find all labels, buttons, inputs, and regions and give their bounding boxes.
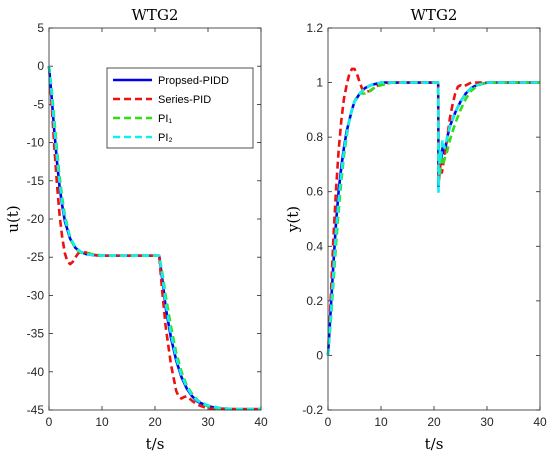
left-ytick-label: -5 bbox=[33, 97, 44, 111]
left-ytick-label: -35 bbox=[27, 327, 45, 341]
left-series-4-line bbox=[47, 66, 261, 411]
right-ytick-label: 1.2 bbox=[306, 21, 323, 35]
right-plot-frame bbox=[327, 27, 541, 411]
right-ytick-label: 0 bbox=[316, 348, 323, 362]
left-xtick-label: 30 bbox=[201, 415, 215, 429]
right-ytick-label: 0.4 bbox=[306, 239, 323, 253]
left-ytick-label: -15 bbox=[27, 174, 45, 188]
right-ytick-label: -0.2 bbox=[302, 403, 323, 417]
right-ytick-label: 1 bbox=[316, 76, 323, 90]
legend-box bbox=[106, 67, 254, 149]
right-plot-ylabel: y(t) bbox=[284, 206, 302, 233]
left-plot-series bbox=[47, 66, 261, 411]
left-xtick-label: 10 bbox=[95, 415, 109, 429]
left-xtick-label: 20 bbox=[148, 415, 162, 429]
left-plot-u: WTG2 0 10 20 30 4050-5-10-15-20-25-30-35-40-… bbox=[4, 6, 268, 453]
right-ytick-label: 0.6 bbox=[306, 185, 323, 199]
left-xtick-label: 0 bbox=[46, 415, 53, 429]
right-ytick-label: 0.2 bbox=[306, 294, 323, 308]
left-series-2-line bbox=[47, 66, 261, 411]
left-plot-ylabel: u(t) bbox=[4, 205, 22, 232]
legend-label-1: Propsed-PIDD bbox=[158, 75, 229, 87]
left-xtick-label: 40 bbox=[254, 415, 268, 429]
legend-label-4: PI₂ bbox=[158, 132, 173, 144]
left-plot-frame bbox=[48, 27, 262, 411]
legend-label-2: Series-PID bbox=[158, 94, 211, 106]
left-ytick-label: -30 bbox=[27, 288, 45, 302]
right-plot-series bbox=[326, 67, 540, 356]
right-plot-ticks: 0 10 20 30 401.210.80.60.40.20-0.2 bbox=[302, 21, 547, 429]
right-xtick-label: 10 bbox=[374, 415, 388, 429]
left-ytick-label: -40 bbox=[27, 365, 45, 379]
right-ytick-label: 0.8 bbox=[306, 130, 323, 144]
legend-items: Propsed-PIDD Series-PID PI₁ PI₂ bbox=[113, 75, 229, 144]
left-plot-title: WTG2 bbox=[132, 6, 179, 24]
right-plot-xlabel: t/s bbox=[425, 435, 444, 453]
right-plot-title: WTG2 bbox=[411, 6, 458, 24]
left-ytick-label: -20 bbox=[27, 212, 45, 226]
right-xtick-label: 30 bbox=[480, 415, 494, 429]
right-xtick-label: 20 bbox=[427, 415, 441, 429]
right-plot-y: WTG2 0 10 20 30 401.210.80.60.40.20-0.2 t/s … bbox=[284, 6, 547, 453]
left-ytick-label: 5 bbox=[37, 21, 44, 35]
left-plot-xlabel: t/s bbox=[146, 435, 165, 453]
legend: Propsed-PIDD Series-PID PI₁ PI₂ bbox=[106, 67, 254, 149]
right-xtick-label: 40 bbox=[533, 415, 547, 429]
left-ytick-label: 0 bbox=[37, 59, 44, 73]
left-ytick-label: -10 bbox=[27, 136, 45, 150]
right-xtick-label: 0 bbox=[325, 415, 332, 429]
left-ytick-label: -45 bbox=[27, 403, 45, 417]
legend-label-3: PI₁ bbox=[158, 113, 172, 125]
right-series-4-line bbox=[326, 81, 540, 356]
left-ytick-label: -25 bbox=[27, 250, 45, 264]
